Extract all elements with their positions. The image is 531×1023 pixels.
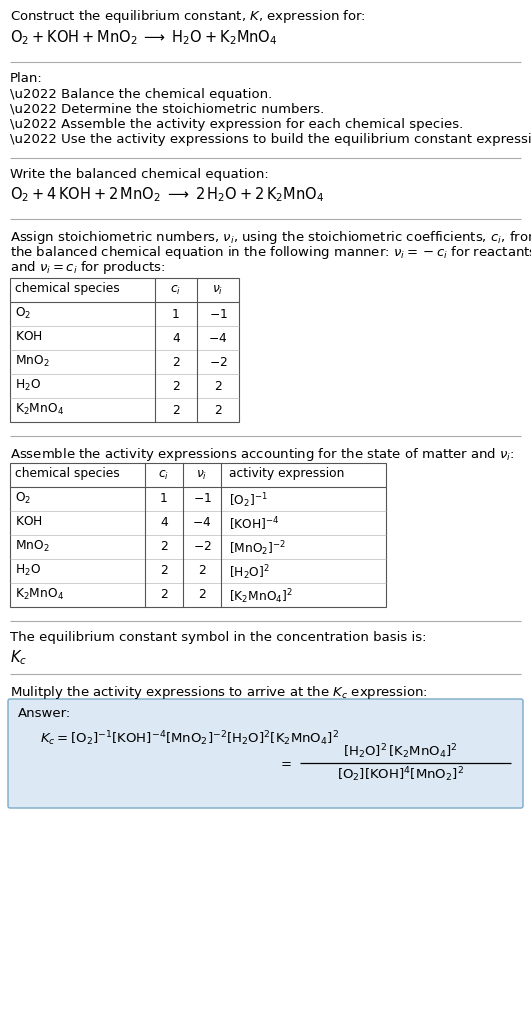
Text: \u2022 Assemble the activity expression for each chemical species.: \u2022 Assemble the activity expression …	[10, 118, 463, 131]
Text: $c_i$: $c_i$	[170, 283, 182, 297]
Text: the balanced chemical equation in the following manner: $\nu_i = -c_i$ for react: the balanced chemical equation in the fo…	[10, 244, 531, 261]
Text: $\nu_i$: $\nu_i$	[212, 283, 224, 297]
Text: 4: 4	[172, 331, 180, 345]
Text: activity expression: activity expression	[229, 468, 345, 480]
Text: 2: 2	[172, 380, 180, 393]
Text: $-2$: $-2$	[193, 540, 211, 553]
Bar	[10, 278, 239, 422]
Text: $[\mathrm{O_2}]^{-1}$: $[\mathrm{O_2}]^{-1}$	[229, 491, 268, 509]
Text: $\mathrm{O_2}$: $\mathrm{O_2}$	[15, 306, 31, 321]
Text: $\mathrm{MnO_2}$: $\mathrm{MnO_2}$	[15, 354, 49, 369]
Text: chemical species: chemical species	[15, 468, 120, 480]
Text: Mulitply the activity expressions to arrive at the $K_c$ expression:: Mulitply the activity expressions to arr…	[10, 684, 428, 701]
Text: $c_i$: $c_i$	[158, 469, 169, 482]
Text: $K_c$: $K_c$	[10, 648, 27, 667]
Text: 2: 2	[160, 588, 168, 602]
Text: 1: 1	[160, 492, 168, 505]
Text: $2$: $2$	[214, 380, 222, 393]
Text: $-2$: $-2$	[209, 356, 227, 368]
Text: chemical species: chemical species	[15, 282, 120, 295]
Text: $\mathrm{K_2MnO_4}$: $\mathrm{K_2MnO_4}$	[15, 402, 64, 417]
Text: 2: 2	[160, 540, 168, 553]
Text: 4: 4	[160, 517, 168, 530]
Text: Assign stoichiometric numbers, $\nu_i$, using the stoichiometric coefficients, $: Assign stoichiometric numbers, $\nu_i$, …	[10, 229, 531, 246]
Text: $\mathrm{O_2}$: $\mathrm{O_2}$	[15, 491, 31, 506]
Text: $-4$: $-4$	[208, 331, 228, 345]
Text: Answer:: Answer:	[18, 707, 71, 720]
Text: $2$: $2$	[198, 588, 206, 602]
Text: $[\mathrm{KOH}]^{-4}$: $[\mathrm{KOH}]^{-4}$	[229, 515, 280, 533]
Text: $\mathrm{KOH}$: $\mathrm{KOH}$	[15, 330, 42, 343]
Text: $2$: $2$	[198, 565, 206, 578]
Text: $\mathrm{O_2 + 4\,KOH + 2\,MnO_2 \;\longrightarrow\; 2\,H_2O + 2\,K_2MnO_4}$: $\mathrm{O_2 + 4\,KOH + 2\,MnO_2 \;\long…	[10, 185, 324, 204]
Text: \u2022 Use the activity expressions to build the equilibrium constant expression: \u2022 Use the activity expressions to b…	[10, 133, 531, 146]
Text: $=$: $=$	[278, 756, 292, 769]
Text: Write the balanced chemical equation:: Write the balanced chemical equation:	[10, 168, 269, 181]
Bar	[10, 463, 386, 607]
Text: $[\mathrm{H_2O}]^{2}$: $[\mathrm{H_2O}]^{2}$	[229, 563, 270, 582]
Text: $K_c = [\mathrm{O_2}]^{-1}[\mathrm{KOH}]^{-4}[\mathrm{MnO_2}]^{-2}[\mathrm{H_2O}: $K_c = [\mathrm{O_2}]^{-1}[\mathrm{KOH}]…	[40, 729, 339, 748]
Text: $-4$: $-4$	[192, 517, 212, 530]
Text: $2$: $2$	[214, 403, 222, 416]
Text: $-1$: $-1$	[209, 308, 227, 320]
Text: The equilibrium constant symbol in the concentration basis is:: The equilibrium constant symbol in the c…	[10, 631, 426, 644]
Text: $\mathrm{H_2O}$: $\mathrm{H_2O}$	[15, 379, 41, 393]
Text: $\mathrm{MnO_2}$: $\mathrm{MnO_2}$	[15, 539, 49, 554]
Text: $\nu_i$: $\nu_i$	[196, 469, 208, 482]
Text: $-1$: $-1$	[193, 492, 211, 505]
Text: Construct the equilibrium constant, $K$, expression for:: Construct the equilibrium constant, $K$,…	[10, 8, 366, 25]
Text: 1: 1	[172, 308, 180, 320]
Text: Assemble the activity expressions accounting for the state of matter and $\nu_i$: Assemble the activity expressions accoun…	[10, 446, 515, 463]
Text: \u2022 Balance the chemical equation.: \u2022 Balance the chemical equation.	[10, 88, 272, 101]
Text: $\mathrm{O_2 + KOH + MnO_2 \;\longrightarrow\; H_2O + K_2MnO_4}$: $\mathrm{O_2 + KOH + MnO_2 \;\longrighta…	[10, 28, 278, 47]
Text: $[\mathrm{K_2MnO_4}]^{2}$: $[\mathrm{K_2MnO_4}]^{2}$	[229, 587, 293, 606]
Text: $[\mathrm{MnO_2}]^{-2}$: $[\mathrm{MnO_2}]^{-2}$	[229, 539, 286, 558]
Text: $[\mathrm{H_2O}]^2\,[\mathrm{K_2MnO_4}]^2$: $[\mathrm{H_2O}]^2\,[\mathrm{K_2MnO_4}]^…	[342, 743, 457, 761]
FancyBboxPatch shape	[8, 699, 523, 808]
Text: \u2022 Determine the stoichiometric numbers.: \u2022 Determine the stoichiometric numb…	[10, 103, 324, 116]
Text: $[\mathrm{O_2}][\mathrm{KOH}]^4[\mathrm{MnO_2}]^2$: $[\mathrm{O_2}][\mathrm{KOH}]^4[\mathrm{…	[337, 765, 464, 784]
Text: Plan:: Plan:	[10, 72, 43, 85]
Text: $\mathrm{KOH}$: $\mathrm{KOH}$	[15, 515, 42, 528]
Text: and $\nu_i = c_i$ for products:: and $\nu_i = c_i$ for products:	[10, 259, 166, 276]
Text: $\mathrm{H_2O}$: $\mathrm{H_2O}$	[15, 563, 41, 578]
Text: 2: 2	[160, 565, 168, 578]
Text: 2: 2	[172, 356, 180, 368]
Text: 2: 2	[172, 403, 180, 416]
Text: $\mathrm{K_2MnO_4}$: $\mathrm{K_2MnO_4}$	[15, 587, 64, 603]
